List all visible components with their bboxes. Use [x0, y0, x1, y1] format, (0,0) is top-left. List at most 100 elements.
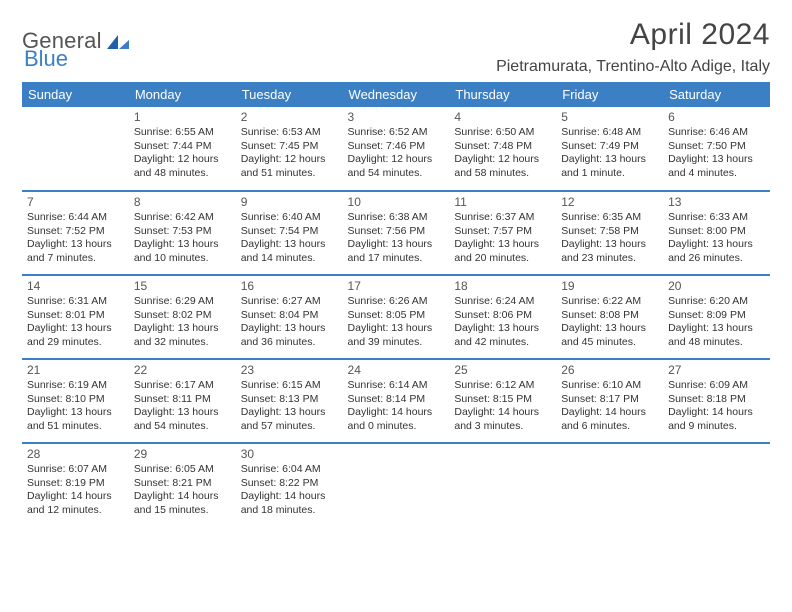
location-text: Pietramurata, Trentino-Alto Adige, Italy — [496, 58, 770, 76]
calendar-cell: 11Sunrise: 6:37 AMSunset: 7:57 PMDayligh… — [449, 191, 556, 275]
sunrise-text: Sunrise: 6:22 AM — [561, 295, 658, 308]
daylight-text: Daylight: 13 hours and 54 minutes. — [134, 406, 231, 433]
calendar-cell — [22, 107, 129, 191]
sunset-text: Sunset: 7:53 PM — [134, 225, 231, 238]
sunset-text: Sunset: 7:48 PM — [454, 140, 551, 153]
day-number: 27 — [668, 363, 765, 378]
sunset-text: Sunset: 7:57 PM — [454, 225, 551, 238]
sunrise-text: Sunrise: 6:53 AM — [241, 126, 338, 139]
sunrise-text: Sunrise: 6:14 AM — [348, 379, 445, 392]
calendar-head: Sunday Monday Tuesday Wednesday Thursday… — [22, 82, 770, 107]
weekday-header: Friday — [556, 82, 663, 107]
calendar-cell: 21Sunrise: 6:19 AMSunset: 8:10 PMDayligh… — [22, 359, 129, 443]
sunrise-text: Sunrise: 6:50 AM — [454, 126, 551, 139]
day-number: 17 — [348, 279, 445, 294]
sunset-text: Sunset: 8:09 PM — [668, 309, 765, 322]
weekday-header: Thursday — [449, 82, 556, 107]
sunrise-text: Sunrise: 6:19 AM — [27, 379, 124, 392]
calendar-cell: 13Sunrise: 6:33 AMSunset: 8:00 PMDayligh… — [663, 191, 770, 275]
sunset-text: Sunset: 8:06 PM — [454, 309, 551, 322]
day-number: 19 — [561, 279, 658, 294]
calendar-cell: 27Sunrise: 6:09 AMSunset: 8:18 PMDayligh… — [663, 359, 770, 443]
sunrise-text: Sunrise: 6:10 AM — [561, 379, 658, 392]
logo-sail-icon — [105, 31, 131, 51]
calendar-cell: 18Sunrise: 6:24 AMSunset: 8:06 PMDayligh… — [449, 275, 556, 359]
daylight-text: Daylight: 13 hours and 23 minutes. — [561, 238, 658, 265]
sunset-text: Sunset: 8:11 PM — [134, 393, 231, 406]
calendar-cell: 20Sunrise: 6:20 AMSunset: 8:09 PMDayligh… — [663, 275, 770, 359]
sunrise-text: Sunrise: 6:42 AM — [134, 211, 231, 224]
sunset-text: Sunset: 7:50 PM — [668, 140, 765, 153]
daylight-text: Daylight: 13 hours and 20 minutes. — [454, 238, 551, 265]
day-number: 15 — [134, 279, 231, 294]
day-number: 9 — [241, 195, 338, 210]
daylight-text: Daylight: 13 hours and 32 minutes. — [134, 322, 231, 349]
day-number: 3 — [348, 110, 445, 125]
daylight-text: Daylight: 14 hours and 3 minutes. — [454, 406, 551, 433]
weekday-header: Saturday — [663, 82, 770, 107]
day-number: 5 — [561, 110, 658, 125]
calendar-row: 28Sunrise: 6:07 AMSunset: 8:19 PMDayligh… — [22, 443, 770, 527]
sunrise-text: Sunrise: 6:07 AM — [27, 463, 124, 476]
calendar-cell: 26Sunrise: 6:10 AMSunset: 8:17 PMDayligh… — [556, 359, 663, 443]
day-number: 13 — [668, 195, 765, 210]
day-number: 29 — [134, 447, 231, 462]
calendar-cell: 16Sunrise: 6:27 AMSunset: 8:04 PMDayligh… — [236, 275, 343, 359]
calendar-cell: 6Sunrise: 6:46 AMSunset: 7:50 PMDaylight… — [663, 107, 770, 191]
sunset-text: Sunset: 8:10 PM — [27, 393, 124, 406]
calendar-cell: 25Sunrise: 6:12 AMSunset: 8:15 PMDayligh… — [449, 359, 556, 443]
calendar-cell: 19Sunrise: 6:22 AMSunset: 8:08 PMDayligh… — [556, 275, 663, 359]
sunrise-text: Sunrise: 6:40 AM — [241, 211, 338, 224]
calendar-cell: 12Sunrise: 6:35 AMSunset: 7:58 PMDayligh… — [556, 191, 663, 275]
sunrise-text: Sunrise: 6:26 AM — [348, 295, 445, 308]
daylight-text: Daylight: 13 hours and 1 minute. — [561, 153, 658, 180]
day-number: 22 — [134, 363, 231, 378]
sunset-text: Sunset: 8:13 PM — [241, 393, 338, 406]
sunrise-text: Sunrise: 6:52 AM — [348, 126, 445, 139]
weekday-header: Tuesday — [236, 82, 343, 107]
sunrise-text: Sunrise: 6:05 AM — [134, 463, 231, 476]
daylight-text: Daylight: 13 hours and 57 minutes. — [241, 406, 338, 433]
calendar-cell: 28Sunrise: 6:07 AMSunset: 8:19 PMDayligh… — [22, 443, 129, 527]
sunrise-text: Sunrise: 6:35 AM — [561, 211, 658, 224]
daylight-text: Daylight: 14 hours and 15 minutes. — [134, 490, 231, 517]
day-number: 7 — [27, 195, 124, 210]
daylight-text: Daylight: 13 hours and 4 minutes. — [668, 153, 765, 180]
sunrise-text: Sunrise: 6:09 AM — [668, 379, 765, 392]
calendar-cell: 8Sunrise: 6:42 AMSunset: 7:53 PMDaylight… — [129, 191, 236, 275]
sunset-text: Sunset: 8:04 PM — [241, 309, 338, 322]
sunset-text: Sunset: 8:19 PM — [27, 477, 124, 490]
calendar-row: 21Sunrise: 6:19 AMSunset: 8:10 PMDayligh… — [22, 359, 770, 443]
daylight-text: Daylight: 13 hours and 39 minutes. — [348, 322, 445, 349]
daylight-text: Daylight: 13 hours and 36 minutes. — [241, 322, 338, 349]
sunrise-text: Sunrise: 6:20 AM — [668, 295, 765, 308]
calendar-cell — [556, 443, 663, 527]
calendar-row: 1Sunrise: 6:55 AMSunset: 7:44 PMDaylight… — [22, 107, 770, 191]
calendar-cell — [663, 443, 770, 527]
day-number: 12 — [561, 195, 658, 210]
sunrise-text: Sunrise: 6:37 AM — [454, 211, 551, 224]
sunset-text: Sunset: 7:58 PM — [561, 225, 658, 238]
daylight-text: Daylight: 13 hours and 7 minutes. — [27, 238, 124, 265]
sunset-text: Sunset: 8:17 PM — [561, 393, 658, 406]
weekday-header: Wednesday — [343, 82, 450, 107]
calendar-cell — [449, 443, 556, 527]
day-number: 1 — [134, 110, 231, 125]
day-number: 4 — [454, 110, 551, 125]
calendar-cell: 14Sunrise: 6:31 AMSunset: 8:01 PMDayligh… — [22, 275, 129, 359]
sunrise-text: Sunrise: 6:17 AM — [134, 379, 231, 392]
day-number: 16 — [241, 279, 338, 294]
daylight-text: Daylight: 14 hours and 9 minutes. — [668, 406, 765, 433]
sunrise-text: Sunrise: 6:55 AM — [134, 126, 231, 139]
calendar-page: General April 2024 Pietramurata, Trentin… — [0, 0, 792, 612]
day-number: 23 — [241, 363, 338, 378]
daylight-text: Daylight: 12 hours and 51 minutes. — [241, 153, 338, 180]
sunset-text: Sunset: 8:02 PM — [134, 309, 231, 322]
day-number: 25 — [454, 363, 551, 378]
month-title: April 2024 — [496, 18, 770, 52]
sunrise-text: Sunrise: 6:29 AM — [134, 295, 231, 308]
sunset-text: Sunset: 7:54 PM — [241, 225, 338, 238]
sunset-text: Sunset: 8:05 PM — [348, 309, 445, 322]
sunrise-text: Sunrise: 6:46 AM — [668, 126, 765, 139]
daylight-text: Daylight: 12 hours and 58 minutes. — [454, 153, 551, 180]
